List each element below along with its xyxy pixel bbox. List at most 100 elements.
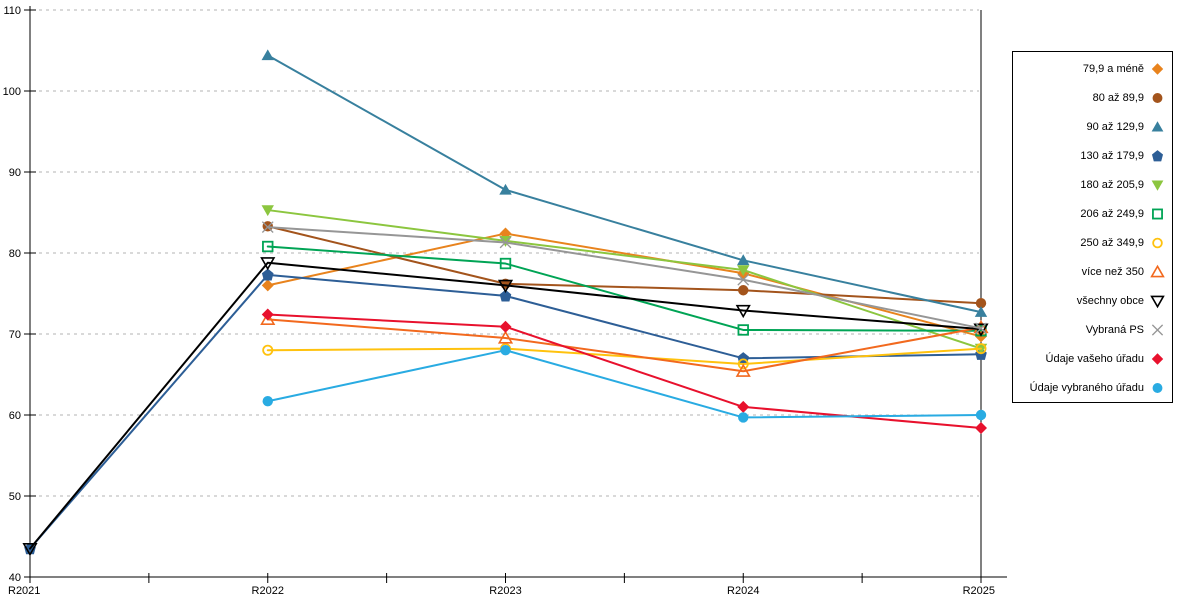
y-axis-label: 70: [9, 329, 21, 341]
series-11: [262, 345, 987, 423]
data-point: [975, 298, 987, 309]
legend-item: Údaje vybraného úřadu: [1013, 373, 1172, 402]
series-0: [261, 227, 987, 343]
marker-x-stroke: [1151, 324, 1164, 336]
legend-marker-x-icon: [1151, 324, 1164, 336]
marker-circle: [975, 409, 987, 421]
data-point: [975, 409, 987, 421]
marker-x-stroke: [261, 221, 274, 233]
marker-diamond: [1151, 63, 1164, 76]
x-axis-label: R2023: [489, 585, 521, 597]
legend-item: všechny obce: [1013, 286, 1172, 315]
legend-item: více než 350: [1013, 257, 1172, 286]
marker-triangle-down: [261, 205, 274, 217]
marker-square: [1152, 208, 1163, 220]
series-line: [266, 318, 982, 373]
data-point: [497, 279, 514, 294]
marker-triangle-up: [974, 306, 988, 317]
marker-circle: [1152, 382, 1163, 393]
marker-triangle-up: [260, 311, 276, 326]
series-10: [261, 308, 987, 434]
data-point: [262, 344, 274, 356]
legend-item: Údaje vašeho úřadu: [1013, 344, 1172, 373]
legend-marker-square-icon: [1152, 208, 1163, 220]
marker-square: [499, 257, 512, 270]
series-line: [266, 54, 982, 314]
y-axis-label: 50: [9, 491, 21, 503]
marker-circle: [738, 412, 749, 423]
data-point: [499, 183, 512, 195]
series-line: [266, 209, 982, 350]
series-line: [29, 273, 982, 550]
marker-triangle-up: [261, 49, 274, 61]
data-point: [260, 311, 276, 326]
data-point: [737, 265, 750, 277]
marker-pentagon: [261, 268, 274, 281]
legend-item: 180 až 205,9: [1013, 171, 1172, 200]
series-2: [261, 49, 988, 317]
series-line: [266, 347, 982, 365]
marker-x: [1151, 324, 1164, 336]
series-line: [266, 225, 982, 305]
marker-diamond: [499, 320, 512, 333]
data-point: [737, 254, 750, 266]
marker-triangle-down: [1151, 180, 1164, 191]
marker-triangle-up: [737, 254, 750, 266]
legend-item: 206 až 249,9: [1013, 200, 1172, 229]
data-point: [735, 363, 751, 377]
marker-circle: [738, 285, 749, 296]
data-point: [975, 421, 987, 434]
data-point: [737, 273, 750, 286]
data-point: [261, 49, 274, 61]
data-point: [499, 257, 512, 270]
legend-marker-triangle-up-icon: [1151, 121, 1164, 132]
data-point: [499, 236, 512, 249]
legend-label: všechny obce: [1076, 294, 1144, 307]
chart-legend: 79,9 a méně 80 až 89,9 90 až 129,9 130 až 1…: [1012, 51, 1173, 403]
data-point: [261, 268, 274, 281]
marker-triangle-up: [497, 330, 514, 344]
legend-label: 206 až 249,9: [1080, 208, 1144, 221]
legend-item: 90 až 129,9: [1013, 113, 1172, 142]
legend-marker-circle-icon: [1152, 382, 1163, 393]
y-axis-label: 60: [9, 410, 21, 422]
series-line: [29, 261, 982, 550]
series-line: [266, 226, 982, 330]
legend-marker-diamond-icon: [1151, 63, 1164, 76]
marker-square: [262, 240, 274, 253]
data-point: [497, 330, 514, 344]
data-point: [499, 320, 512, 333]
marker-triangle-down: [260, 257, 276, 271]
marker-triangle-down: [737, 265, 750, 277]
data-point: [737, 324, 749, 336]
marker-triangle-up: [1150, 264, 1165, 278]
marker-pentagon: [1151, 150, 1164, 162]
marker-x-stroke: [737, 273, 750, 286]
marker-diamond: [261, 308, 274, 321]
marker-triangle-up: [735, 363, 751, 377]
data-point: [499, 289, 512, 302]
data-point: [975, 322, 987, 335]
data-point: [262, 396, 273, 407]
data-point: [260, 257, 276, 271]
marker-diamond: [1151, 352, 1164, 365]
data-point: [261, 205, 274, 217]
marker-circle: [975, 298, 987, 309]
y-axis-label: 100: [3, 86, 21, 98]
marker-circle: [262, 396, 273, 407]
marker-x: [737, 273, 750, 286]
marker-triangle-down: [22, 543, 38, 557]
data-point: [738, 285, 749, 296]
legend-marker-diamond-icon: [1151, 352, 1164, 365]
legend-marker-circle-icon: [1152, 237, 1163, 249]
legend-label: 130 až 179,9: [1080, 150, 1144, 163]
marker-x-stroke: [975, 322, 987, 335]
legend-marker-triangle-down-icon: [1150, 295, 1165, 309]
data-point: [975, 343, 987, 355]
legend-item: 80 až 89,9: [1013, 84, 1172, 113]
series-9: [261, 221, 987, 335]
marker-square: [737, 324, 749, 336]
marker-diamond: [737, 400, 750, 413]
